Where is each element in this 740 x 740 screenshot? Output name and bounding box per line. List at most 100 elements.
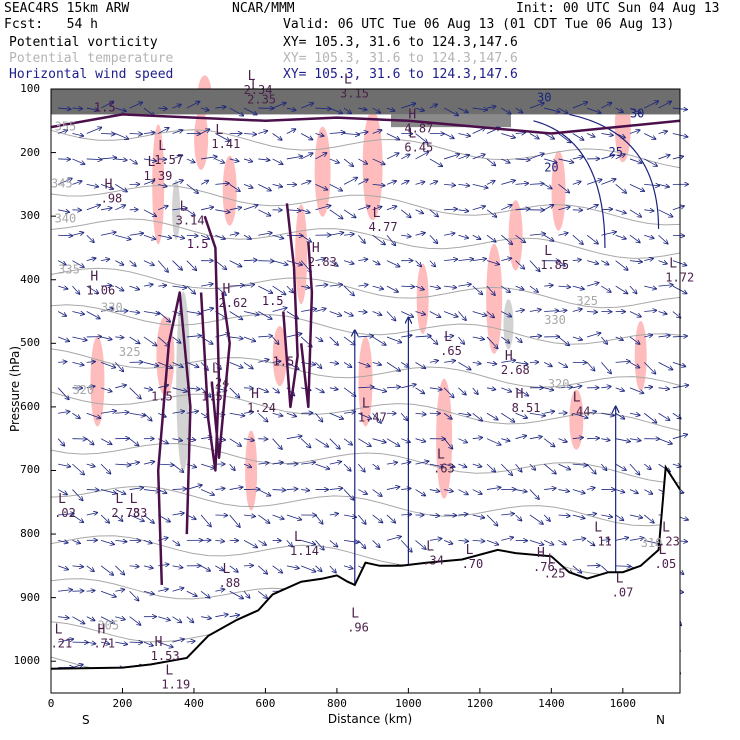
wind-vector	[515, 285, 524, 289]
extremum-value: 2.34	[244, 83, 273, 97]
wind-vector	[601, 285, 610, 292]
wind-vector	[158, 464, 174, 465]
wind-vector	[515, 107, 523, 113]
wind-vector	[100, 387, 112, 392]
wind-vector	[386, 311, 396, 321]
wind-vector	[458, 235, 468, 238]
wind-vector	[258, 311, 271, 320]
wind-vector	[501, 412, 514, 422]
wind-vector	[300, 133, 312, 140]
wind-vector	[329, 438, 340, 449]
wind-vector	[672, 206, 684, 211]
positive-pv-shade	[358, 336, 373, 427]
wind-vector	[172, 387, 187, 392]
wind-vector	[57, 489, 67, 495]
wind-vector	[86, 386, 95, 388]
wind-vector	[243, 183, 253, 187]
wind-vector	[472, 234, 481, 239]
field-name-theta: Potential temperature	[9, 51, 174, 66]
wind-vector	[58, 235, 72, 236]
y-axis-label: Pressure (hPa)	[8, 345, 22, 433]
wind-vector	[143, 591, 154, 594]
wind-vector	[172, 362, 183, 367]
wind-vector	[329, 285, 343, 287]
wind-vector	[615, 463, 626, 470]
pv-contour	[210, 292, 231, 460]
extremum-value: 2.78	[111, 506, 140, 520]
positive-pv-shade	[551, 150, 566, 231]
wind-vector	[229, 487, 243, 489]
wind-vector	[158, 385, 168, 388]
wind-vector	[229, 387, 240, 398]
wind-vector	[129, 285, 140, 289]
wind-vector	[529, 514, 543, 524]
wind-vector	[458, 210, 468, 211]
wind-vector	[458, 107, 467, 112]
theta-contour	[50, 129, 681, 169]
wind-vector	[215, 107, 225, 108]
wind-vector	[229, 438, 241, 446]
wind-vector	[415, 540, 426, 549]
wind-vector	[501, 180, 515, 185]
wind-vector	[272, 361, 281, 362]
extremum-value: 1.06	[86, 283, 115, 297]
wind-vector	[243, 159, 252, 162]
extremum-marker: L	[215, 123, 223, 138]
wind-vector	[515, 336, 522, 342]
wind-vector	[272, 308, 287, 312]
wind-vector	[386, 536, 401, 541]
extremum-value: 1.47	[358, 411, 387, 425]
wind-vector	[286, 514, 301, 520]
wind-vector	[301, 490, 309, 491]
wind-vector	[200, 234, 209, 239]
wind-vector	[386, 285, 398, 292]
wind-vector	[486, 412, 498, 419]
wind-vector	[529, 285, 538, 292]
wind-vector	[572, 464, 587, 465]
wind-vector	[344, 134, 359, 135]
theta-contour-label: 320	[548, 377, 570, 391]
wind-vector	[158, 285, 166, 286]
wind-vector	[272, 336, 279, 344]
y-tick-label: 400	[20, 272, 40, 286]
wind-vector	[315, 134, 323, 136]
wind-vector	[115, 133, 128, 140]
wind-vector	[458, 284, 471, 286]
wind-vector	[372, 107, 381, 113]
wind-vector	[258, 387, 268, 392]
theta-contour-label: 355	[55, 119, 77, 133]
wind-vector	[415, 312, 426, 315]
extremum-value: 1.39	[143, 169, 172, 183]
wind-vector	[558, 158, 573, 163]
theta-contour-label: 310	[641, 536, 663, 550]
wind-vector	[215, 260, 226, 270]
wind-vector	[558, 233, 567, 235]
wind-vector	[615, 107, 623, 112]
wind-vector	[115, 540, 126, 541]
theta-contour	[50, 535, 681, 576]
wind-vector	[601, 179, 615, 185]
wind-vector	[329, 311, 342, 316]
wind-vector	[543, 463, 556, 474]
wind-vector	[129, 462, 139, 464]
wind-vector	[358, 489, 367, 495]
wind-vector	[529, 184, 544, 185]
wind-vector	[501, 514, 514, 515]
wind-vector	[658, 209, 673, 217]
wind-vector	[86, 311, 100, 319]
wind-vector	[129, 566, 139, 567]
theta-contour	[50, 267, 681, 309]
wind-vector	[186, 312, 201, 314]
y-tick-label: 200	[20, 145, 40, 159]
positive-pv-shade	[362, 110, 383, 221]
wind-vector	[629, 336, 640, 344]
wind-vector	[215, 565, 223, 571]
wind-vector	[486, 487, 501, 489]
wind-vector	[515, 463, 522, 472]
wind-vector	[572, 102, 588, 109]
x-tick-label: 200	[112, 697, 133, 710]
extremum-value: 1.14	[290, 544, 319, 558]
wind-vector	[243, 234, 251, 239]
wind-vector	[558, 184, 569, 192]
wind-vector	[501, 360, 515, 362]
